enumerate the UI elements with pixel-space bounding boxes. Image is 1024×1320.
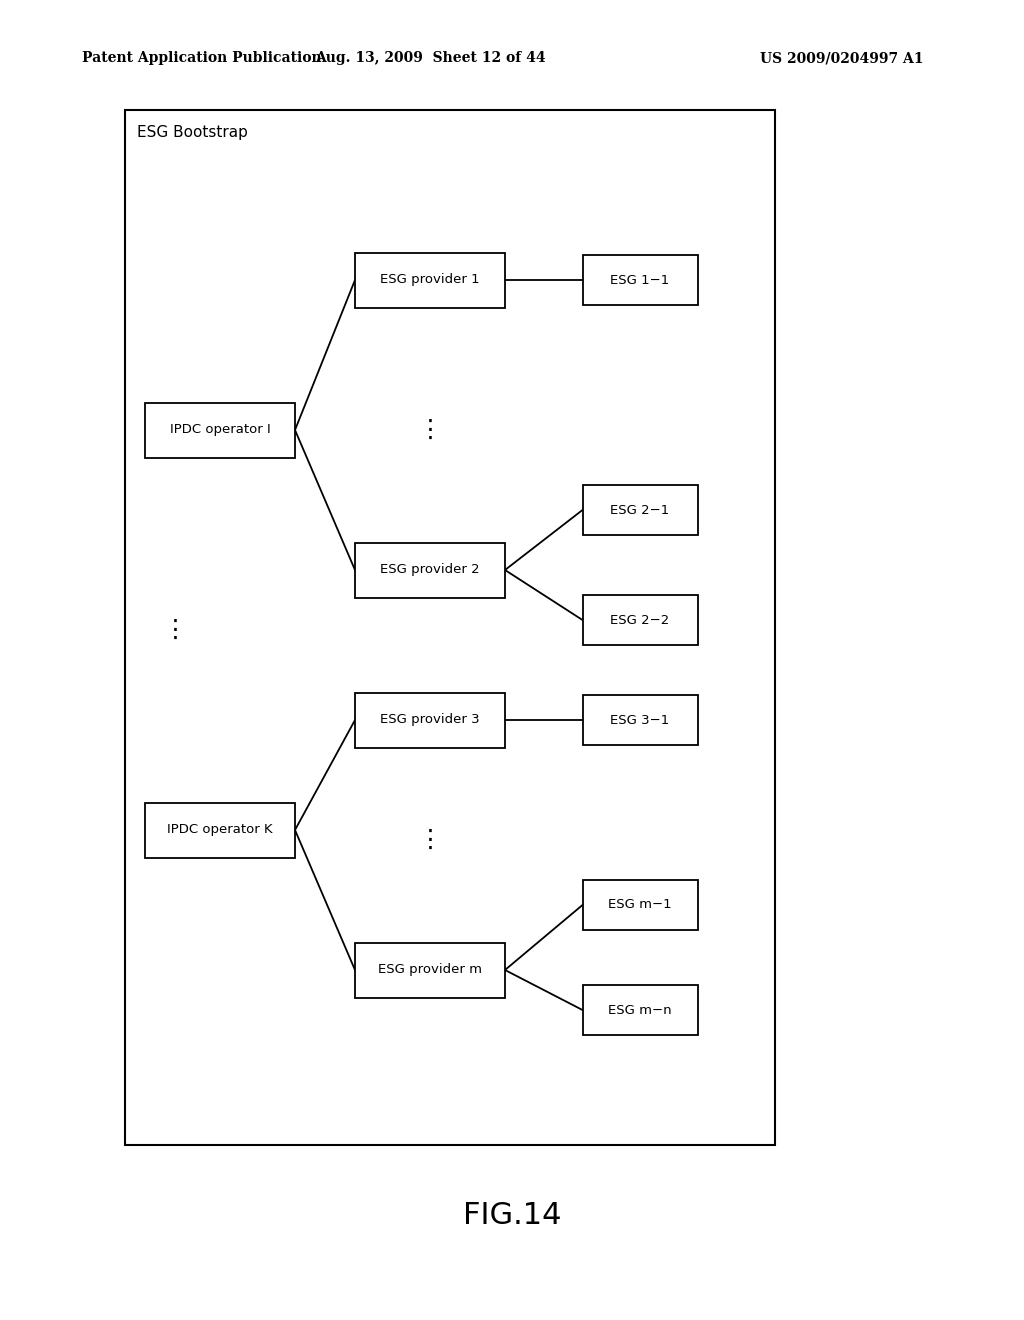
Bar bbox=[125, 110, 775, 1144]
Text: US 2009/0204997 A1: US 2009/0204997 A1 bbox=[760, 51, 924, 65]
Bar bbox=[355, 942, 505, 998]
Text: ESG Bootstrap: ESG Bootstrap bbox=[137, 124, 248, 140]
Text: ⋮: ⋮ bbox=[163, 618, 187, 642]
Text: ⋮: ⋮ bbox=[418, 418, 442, 442]
Bar bbox=[355, 543, 505, 598]
Text: ESG 1−1: ESG 1−1 bbox=[610, 273, 670, 286]
Text: IPDC operator I: IPDC operator I bbox=[170, 424, 270, 437]
Bar bbox=[583, 484, 697, 535]
Text: ESG provider 1: ESG provider 1 bbox=[380, 273, 480, 286]
Bar bbox=[355, 693, 505, 747]
Text: ESG m−n: ESG m−n bbox=[608, 1003, 672, 1016]
Text: ⋮: ⋮ bbox=[418, 828, 442, 851]
Text: ESG 2−1: ESG 2−1 bbox=[610, 503, 670, 516]
Bar bbox=[583, 595, 697, 645]
Text: ESG provider 2: ESG provider 2 bbox=[380, 564, 480, 577]
Bar bbox=[583, 696, 697, 744]
Text: ESG provider 3: ESG provider 3 bbox=[380, 714, 480, 726]
Text: ESG m−1: ESG m−1 bbox=[608, 899, 672, 912]
Text: IPDC operator K: IPDC operator K bbox=[167, 824, 272, 837]
Text: FIG.14: FIG.14 bbox=[463, 1200, 561, 1229]
Text: ESG 2−2: ESG 2−2 bbox=[610, 614, 670, 627]
Bar bbox=[583, 985, 697, 1035]
Text: ESG 3−1: ESG 3−1 bbox=[610, 714, 670, 726]
Text: Aug. 13, 2009  Sheet 12 of 44: Aug. 13, 2009 Sheet 12 of 44 bbox=[314, 51, 546, 65]
Bar bbox=[583, 255, 697, 305]
Text: ESG provider m: ESG provider m bbox=[378, 964, 482, 977]
Bar bbox=[145, 403, 295, 458]
Bar bbox=[583, 880, 697, 931]
Bar bbox=[355, 252, 505, 308]
Text: Patent Application Publication: Patent Application Publication bbox=[82, 51, 322, 65]
Bar bbox=[145, 803, 295, 858]
